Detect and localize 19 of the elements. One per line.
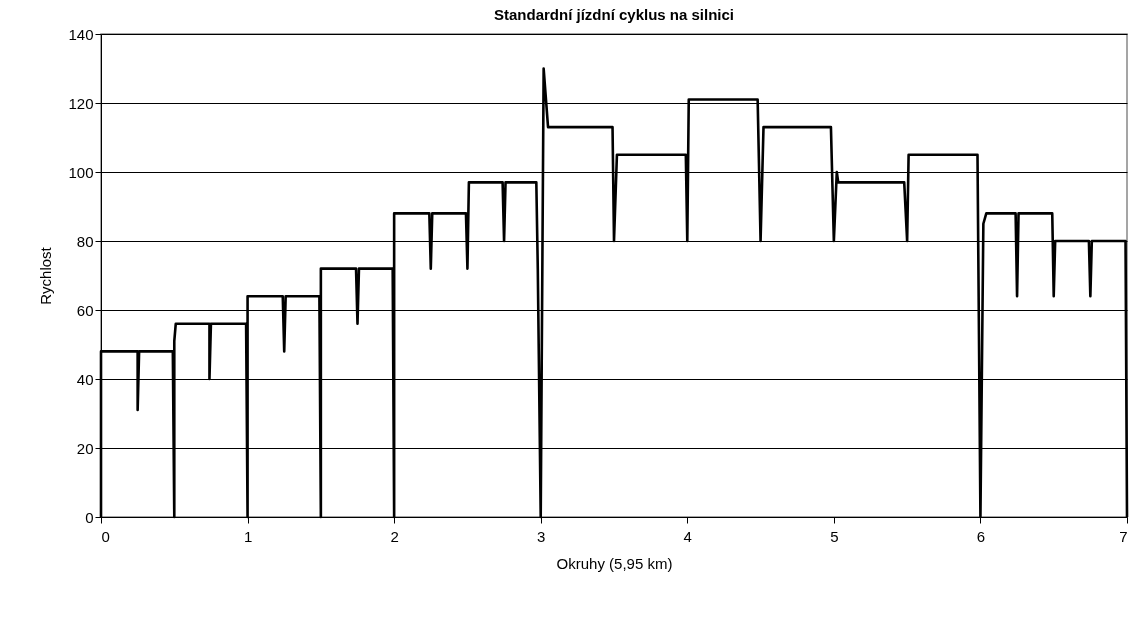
x-axis-title: Okruhy (5,95 km) bbox=[556, 554, 673, 572]
x-tick-label: 3 bbox=[537, 527, 546, 545]
x-tick-label: 7 bbox=[1119, 527, 1128, 545]
chart-title: Standardní jízdní cyklus na silnici bbox=[493, 6, 735, 23]
x-tick-label: 4 bbox=[683, 527, 692, 545]
y-tick-label: 100 bbox=[68, 163, 94, 181]
x-tick-label: 1 bbox=[243, 527, 253, 545]
y-tick-label: 40 bbox=[76, 370, 94, 388]
y-tick-label: 0 bbox=[85, 508, 94, 526]
x-tick-label: 2 bbox=[390, 527, 399, 545]
x-tick-label: 6 bbox=[976, 527, 986, 545]
y-tick-label: 60 bbox=[76, 301, 94, 319]
y-tick-label: 20 bbox=[76, 439, 94, 457]
x-tick-label: 0 bbox=[101, 527, 110, 545]
y-tick-label: 120 bbox=[68, 94, 94, 112]
y-tick-label: 140 bbox=[68, 25, 94, 43]
y-axis-title: Rychlost bbox=[37, 246, 55, 305]
x-tick-label: 5 bbox=[830, 527, 839, 545]
y-tick-label: 80 bbox=[76, 232, 94, 250]
